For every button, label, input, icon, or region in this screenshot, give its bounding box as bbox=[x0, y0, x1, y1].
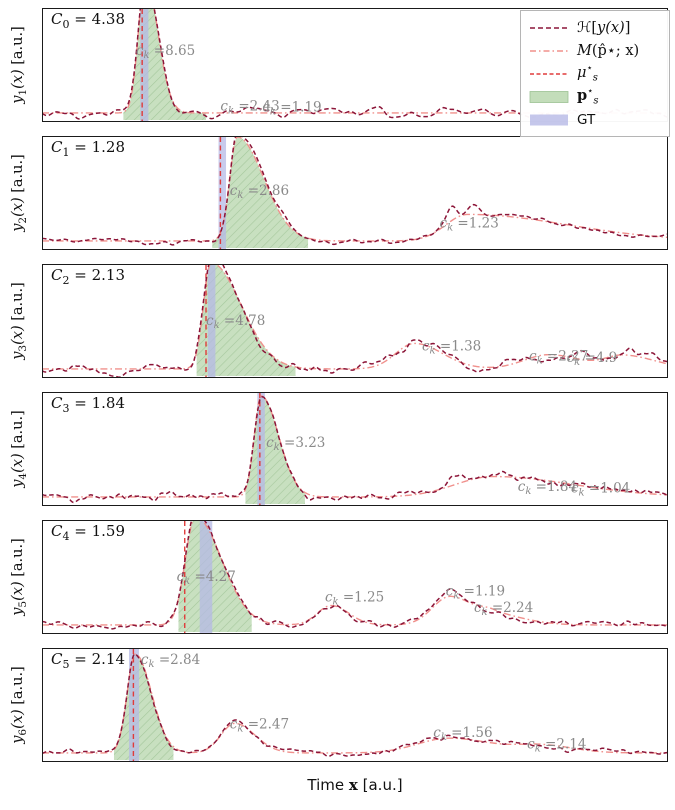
panel-y2: y2(x) [a.u.] ck =2.86 ck =1.23 C1 = 1.28 bbox=[0, 136, 675, 250]
gt-band bbox=[199, 521, 213, 633]
annotation-label: ck =1.04 bbox=[571, 480, 630, 498]
panel-frame bbox=[42, 392, 668, 506]
legend-sample-gt-patch bbox=[530, 114, 568, 125]
selected-region bbox=[212, 137, 309, 248]
annotation-label: ck =1.19 bbox=[446, 583, 505, 601]
plot-area-y6: ck =2.84 ck =2.47 ck =1.56 ck =2.14 bbox=[42, 648, 668, 762]
annotation-label: ck =1.38 bbox=[422, 339, 481, 357]
plot-frame-y6: ck =2.84 ck =2.47 ck =1.56 ck =2.14 C5 = 2.… bbox=[42, 648, 668, 762]
annotation-label: ck =8.65 bbox=[136, 43, 195, 61]
plot-area-y2: ck =2.86 ck =1.23 bbox=[42, 136, 668, 250]
legend-label-gt: GT bbox=[577, 111, 596, 128]
signal-curve bbox=[43, 265, 667, 377]
panel-y6-constant-label: C5 = 2.14 bbox=[51, 650, 125, 671]
annotation-label: ck =2.14 bbox=[527, 736, 586, 754]
plot-frame-y5: ck =4.27 ck =1.25 ck =1.19 ck =2.24 C4 = 1.… bbox=[42, 520, 668, 634]
panel-frame bbox=[42, 136, 668, 250]
legend-item-region: p⋆s bbox=[529, 85, 661, 108]
model-curve bbox=[43, 395, 667, 498]
y1-axis-label: y1(x) [a.u.] bbox=[10, 26, 29, 104]
legend-sample-model-line bbox=[530, 49, 568, 52]
panel-y5-constant-label: C4 = 1.59 bbox=[51, 522, 125, 543]
annotation-label: ck =1.84 bbox=[518, 479, 577, 497]
selected-region bbox=[178, 521, 252, 632]
annotation-label: ck =2.84 bbox=[141, 652, 200, 670]
annotation-label: ck =3.23 bbox=[266, 435, 325, 453]
signal-curve bbox=[43, 521, 667, 630]
panel-y3-constant-label: C2 = 2.13 bbox=[51, 266, 125, 287]
panel-y2-constant-label: C1 = 1.28 bbox=[51, 138, 125, 159]
panel-frame bbox=[42, 520, 668, 634]
annotation-label: ck =1.56 bbox=[433, 725, 492, 743]
model-curve bbox=[43, 521, 667, 626]
annotation-label: ck =4.9 bbox=[567, 350, 618, 368]
legend-label-region: p⋆s bbox=[577, 86, 599, 107]
model-curve bbox=[43, 137, 667, 242]
model-curve bbox=[43, 265, 667, 370]
gt-band bbox=[218, 137, 227, 249]
legend-item-mu: μ⋆s bbox=[529, 62, 661, 85]
panel-frame bbox=[42, 648, 668, 762]
annotation-label: ck =2.24 bbox=[474, 600, 533, 618]
gt-band bbox=[207, 265, 216, 377]
annotation-label: ck =2.43 bbox=[220, 98, 279, 116]
y4-axis-label: y4(x) [a.u.] bbox=[10, 410, 29, 488]
panel-y4: y4(x) [a.u.] ck =3.23 ck =1.84 ck =1.04 C3… bbox=[0, 392, 675, 506]
annotation-label: ck =4.27 bbox=[177, 569, 236, 587]
y2-axis-label: y2(x) [a.u.] bbox=[10, 154, 29, 232]
legend-sample-signal-line bbox=[530, 26, 568, 29]
legend: ℋ[y(x)] M(p̂⋆; x) μ⋆s p⋆s GT bbox=[520, 10, 670, 137]
legend-label-mu: μ⋆s bbox=[577, 63, 598, 84]
x-axis-label: Time x [a.u.] bbox=[307, 776, 403, 794]
annotation-label: ck =1.19 bbox=[262, 99, 321, 117]
plot-frame-y3: ck =4.78 ck =1.38 ck =2.27 ck =4.9 C2 = 2.1… bbox=[42, 264, 668, 378]
legend-item-gt: GT bbox=[529, 108, 661, 131]
panel-y4-constant-label: C3 = 1.84 bbox=[51, 394, 125, 415]
y3-axis-label: y3(x) [a.u.] bbox=[10, 282, 29, 360]
annotation-label: ck =1.25 bbox=[325, 589, 384, 607]
legend-item-signal: ℋ[y(x)] bbox=[529, 16, 661, 39]
panel-y1-constant-label: C0 = 4.38 bbox=[51, 10, 125, 31]
legend-label-model: M(p̂⋆; x) bbox=[577, 42, 640, 59]
annotation-label: ck =4.78 bbox=[206, 313, 265, 331]
legend-label-signal: ℋ[y(x)] bbox=[577, 19, 631, 36]
panel-y6: y6(x) [a.u.] ck =2.84 ck =2.47 ck =1.56 ck … bbox=[0, 648, 675, 762]
selected-region bbox=[196, 265, 296, 376]
panel-y3: y3(x) [a.u.] ck =4.78 ck =1.38 ck =2.27 ck … bbox=[0, 264, 675, 378]
annotation-label: ck =1.23 bbox=[440, 216, 499, 234]
panel-frame bbox=[42, 264, 668, 378]
legend-sample-mu-line bbox=[530, 72, 568, 75]
signal-curve bbox=[43, 653, 667, 758]
annotation-label: ck =2.86 bbox=[230, 183, 289, 201]
annotation-label: ck =2.27 bbox=[529, 348, 588, 366]
panel-y5: y5(x) [a.u.] ck =4.27 ck =1.25 ck =1.19 ck … bbox=[0, 520, 675, 634]
y6-axis-label: y6(x) [a.u.] bbox=[10, 666, 29, 744]
y5-axis-label: y5(x) [a.u.] bbox=[10, 538, 29, 616]
selected-region bbox=[113, 654, 174, 760]
gt-band bbox=[257, 393, 265, 505]
annotation-label: ck =2.47 bbox=[230, 716, 289, 734]
legend-sample-region-patch bbox=[529, 90, 569, 103]
plot-frame-y4: ck =3.23 ck =1.84 ck =1.04 C3 = 1.84 bbox=[42, 392, 668, 506]
legend-item-model: M(p̂⋆; x) bbox=[529, 39, 661, 62]
plot-frame-y2: ck =2.86 ck =1.23 C1 = 1.28 bbox=[42, 136, 668, 250]
signal-curve bbox=[43, 137, 667, 246]
signal-curve bbox=[43, 396, 667, 504]
gt-band bbox=[140, 9, 149, 121]
